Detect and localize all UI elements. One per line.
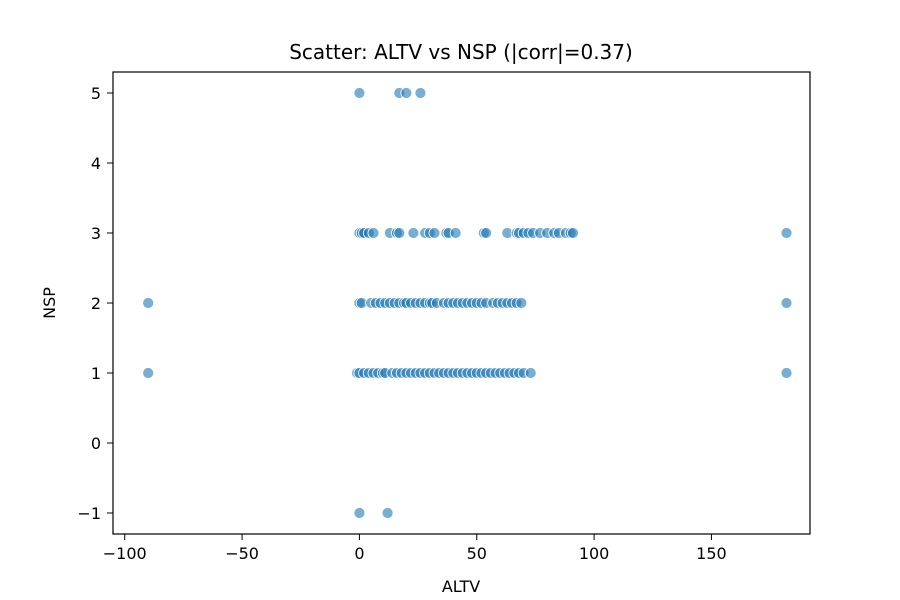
scatter-point	[414, 87, 427, 99]
x-tick-label: 0	[354, 544, 364, 563]
scatter-point	[780, 227, 793, 239]
y-tick-label: 1	[91, 364, 101, 383]
y-tick-label: 0	[91, 434, 101, 453]
x-tick-label: 100	[579, 544, 610, 563]
scatter-point	[567, 227, 579, 239]
scatter-point	[780, 297, 793, 309]
y-axis-label: NSP	[40, 287, 59, 319]
scatter-point	[449, 227, 462, 239]
y-axis: −1 0 1 2 3 4 5	[77, 84, 113, 523]
scatter-point	[524, 367, 537, 379]
x-tick-label: −50	[225, 544, 259, 563]
x-axis-label: ALTV	[442, 577, 480, 596]
x-tick-label: 50	[467, 544, 487, 563]
scatter-point	[393, 227, 406, 239]
scatter-point	[400, 87, 413, 99]
chart-title: Scatter: ALTV vs NSP (|corr|=0.37)	[289, 40, 633, 64]
y-tick-label: 4	[91, 154, 101, 173]
scatter-point	[353, 87, 366, 99]
scatter-point	[142, 297, 155, 309]
scatter-point	[428, 227, 441, 239]
scatter-point	[381, 507, 394, 519]
y-tick-label: 3	[91, 224, 101, 243]
y-tick-label: 2	[91, 294, 101, 313]
x-axis: −100 −50 0 50 100 150	[103, 534, 727, 563]
scatter-point	[780, 367, 793, 379]
x-tick-label: 150	[696, 544, 727, 563]
scatter-point	[480, 227, 493, 239]
y-tick-label: 5	[91, 84, 101, 103]
scatter-point	[407, 227, 420, 239]
scatter-point	[367, 227, 380, 239]
scatter-point	[515, 297, 528, 309]
points-layer	[142, 87, 793, 519]
y-tick-label: −1	[77, 504, 101, 523]
x-tick-label: −100	[103, 544, 147, 563]
scatter-point	[142, 367, 155, 379]
scatter-point	[353, 507, 366, 519]
